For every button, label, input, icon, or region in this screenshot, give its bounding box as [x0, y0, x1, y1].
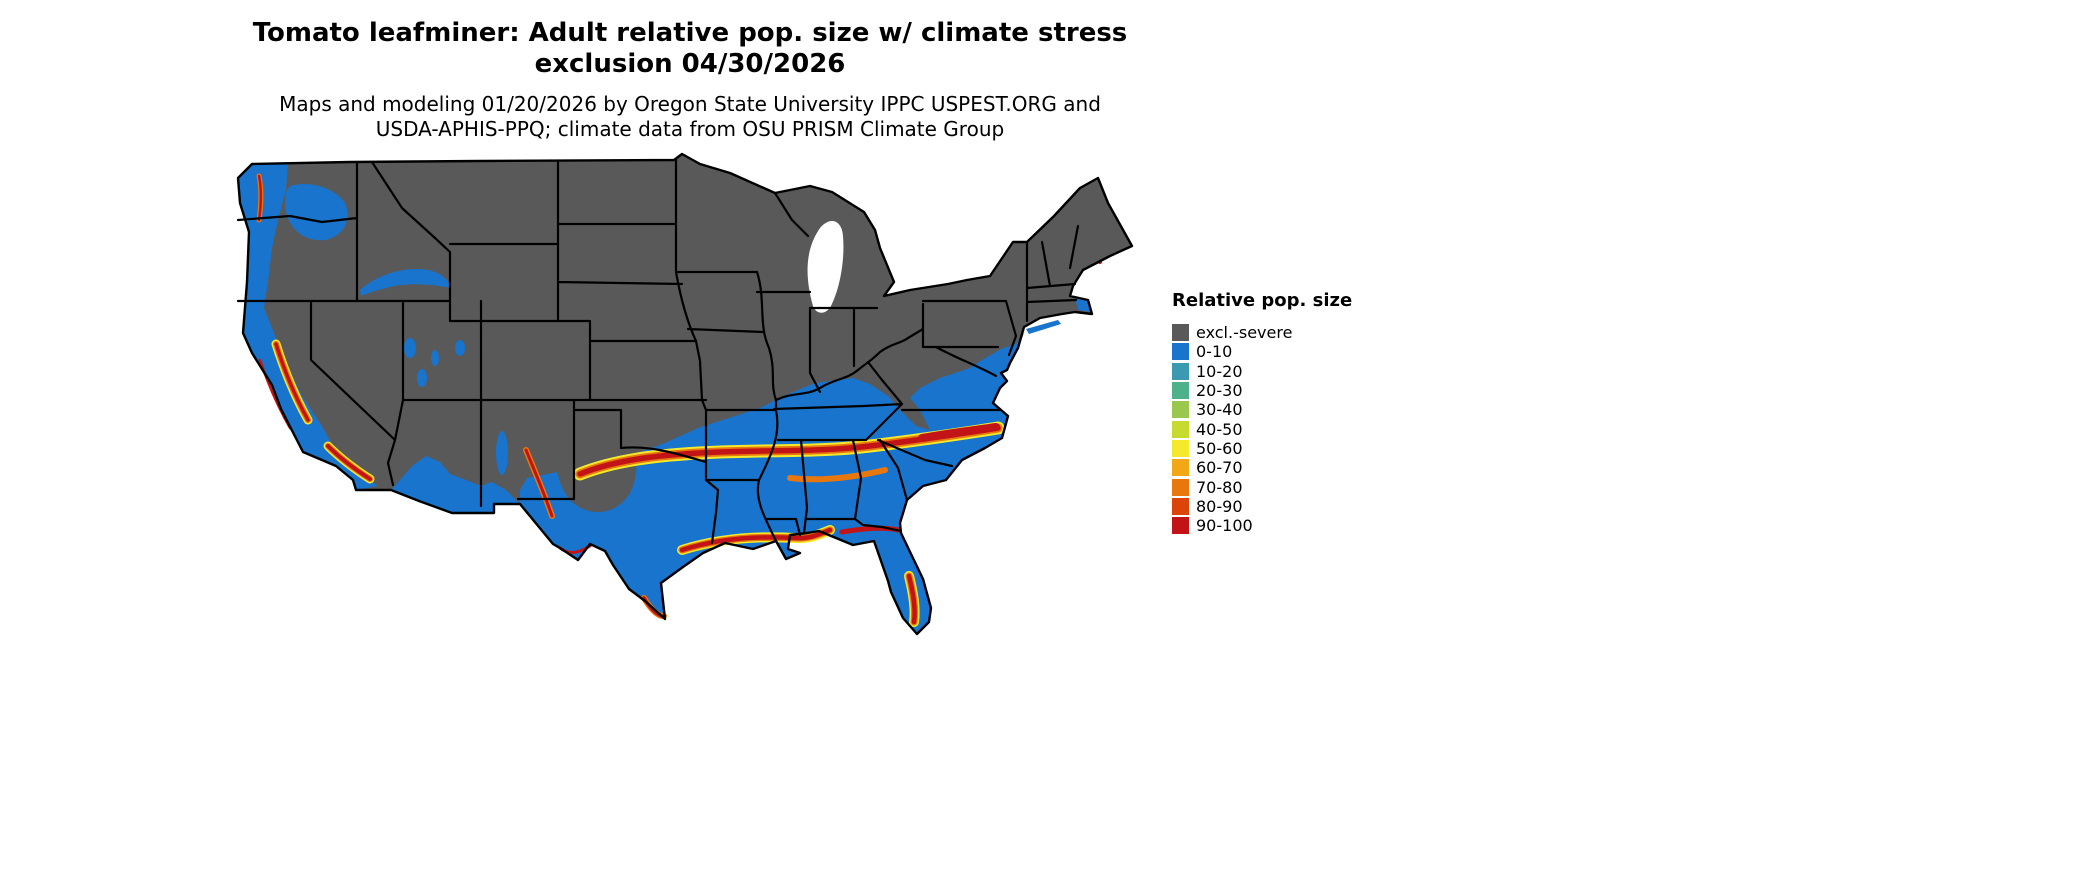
legend-swatch: [1172, 324, 1189, 342]
legend-entry: 60-70: [1172, 458, 1392, 478]
band-orange-alabama: [787, 467, 888, 483]
figure-title-line2: exclusion 04/30/2026: [534, 49, 846, 79]
legend-entry: 40-50: [1172, 419, 1392, 439]
legend-title: Relative pop. size: [1172, 290, 1353, 311]
legend-swatch: [1172, 478, 1189, 496]
legend-entry-label: 30-40: [1196, 400, 1243, 420]
band-red-florida-ridge: [906, 573, 917, 625]
blue-region-newmexico: [481, 482, 520, 513]
legend-swatch: [1172, 401, 1189, 419]
legend-entry-label: 40-50: [1196, 419, 1243, 439]
legend-entry: 80-90: [1172, 496, 1392, 516]
blue-speck-greatbasin-1: [404, 338, 416, 358]
legend-entry-label: 10-20: [1196, 361, 1243, 381]
us-map: [236, 152, 1134, 636]
legend-swatch: [1172, 439, 1189, 457]
us-outline-stroke: [236, 152, 1134, 636]
legend-entries: excl.-severe 0-10 10-20 20-30 30-40 40-50 50-6…: [1172, 323, 1392, 536]
blue-speck-greatbasin-2: [417, 369, 427, 387]
blue-region-westcoast: [238, 163, 378, 490]
gray-overlay-appalachia: [880, 374, 930, 430]
legend-entry-label: excl.-severe: [1196, 323, 1293, 343]
legend-entry-label: 20-30: [1196, 381, 1243, 401]
legend-entry: 70-80: [1172, 477, 1392, 497]
legend-entry-label: 70-80: [1196, 477, 1243, 497]
blue-region-snake-plain: [360, 268, 451, 296]
legend-swatch: [1172, 517, 1189, 535]
legend-swatch: [1172, 343, 1189, 361]
band-red-pecos: [524, 448, 554, 518]
blue-region-cape-cod: [1075, 298, 1091, 312]
legend-entry-label: 80-90: [1196, 496, 1243, 516]
legend-entry-label: 0-10: [1196, 342, 1233, 362]
figure-subtitle: Maps and modeling 01/20/2026 by Oregon S…: [0, 92, 1380, 142]
legend-entry: 10-20: [1172, 361, 1392, 381]
band-red-socal: [326, 444, 372, 481]
legend-entry: 30-40: [1172, 400, 1392, 420]
figure-title-line1: Tomato leafminer: Adult relative pop. si…: [252, 18, 1128, 48]
legend-entry: excl.-severe: [1172, 323, 1392, 343]
blue-region-long-island: [1026, 320, 1061, 334]
figure-subtitle-line1: Maps and modeling 01/20/2026 by Oregon S…: [279, 92, 1101, 116]
legend-entry: 90-100: [1172, 516, 1392, 536]
figure-subtitle-line2: USDA-APHIS-PPQ; climate data from OSU PR…: [375, 117, 1005, 141]
blue-speck-rio-grande: [496, 431, 508, 475]
legend-entry: 20-30: [1172, 381, 1392, 401]
legend-swatch: [1172, 420, 1189, 438]
legend-entry-label: 90-100: [1196, 516, 1253, 536]
legend-swatch: [1172, 362, 1189, 380]
legend-entry-label: 60-70: [1196, 458, 1243, 478]
band-red-carolinas: [918, 423, 1000, 442]
band-red-california-valley: [274, 342, 310, 422]
legend: Relative pop. size excl.-severe 0-10 10-20…: [1172, 290, 1392, 536]
blue-region-columbia-basin: [285, 183, 348, 241]
map-region-excluded: [238, 154, 1132, 634]
band-red-puget: [257, 174, 263, 222]
lake-michigan: [807, 221, 844, 313]
legend-entry: 0-10: [1172, 342, 1392, 362]
legend-swatch: [1172, 382, 1189, 400]
legend-swatch: [1172, 459, 1189, 477]
state-borders: [236, 158, 1080, 545]
legend-entry: 50-60: [1172, 438, 1392, 458]
legend-entry-label: 50-60: [1196, 438, 1243, 458]
legend-swatch: [1172, 497, 1189, 515]
blue-speck-greatbasin-4: [455, 340, 465, 356]
figure-title: Tomato leafminer: Adult relative pop. si…: [0, 18, 1380, 80]
blue-speck-greatbasin-3: [431, 350, 439, 366]
